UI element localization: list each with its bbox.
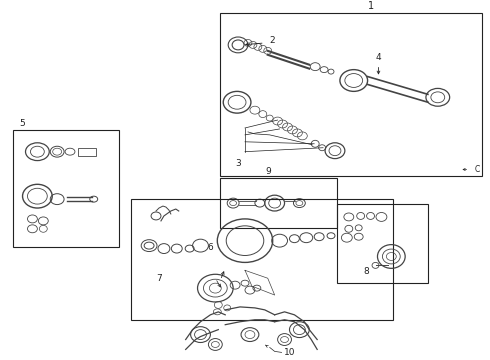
Text: 10: 10 bbox=[284, 348, 295, 357]
Text: 6: 6 bbox=[208, 243, 213, 252]
Text: 4: 4 bbox=[376, 53, 381, 62]
Text: 1: 1 bbox=[368, 1, 374, 12]
Text: 7: 7 bbox=[156, 274, 162, 283]
Bar bbox=[131, 199, 393, 320]
Text: C: C bbox=[475, 165, 480, 174]
Bar bbox=[337, 204, 428, 283]
Bar bbox=[220, 178, 337, 228]
Bar bbox=[220, 13, 482, 176]
Text: 8: 8 bbox=[364, 267, 369, 276]
Bar bbox=[78, 148, 96, 156]
Text: 2: 2 bbox=[270, 36, 275, 45]
Text: 9: 9 bbox=[266, 167, 271, 176]
Text: 3: 3 bbox=[235, 159, 241, 168]
Bar bbox=[13, 130, 120, 247]
Text: 5: 5 bbox=[20, 118, 25, 127]
